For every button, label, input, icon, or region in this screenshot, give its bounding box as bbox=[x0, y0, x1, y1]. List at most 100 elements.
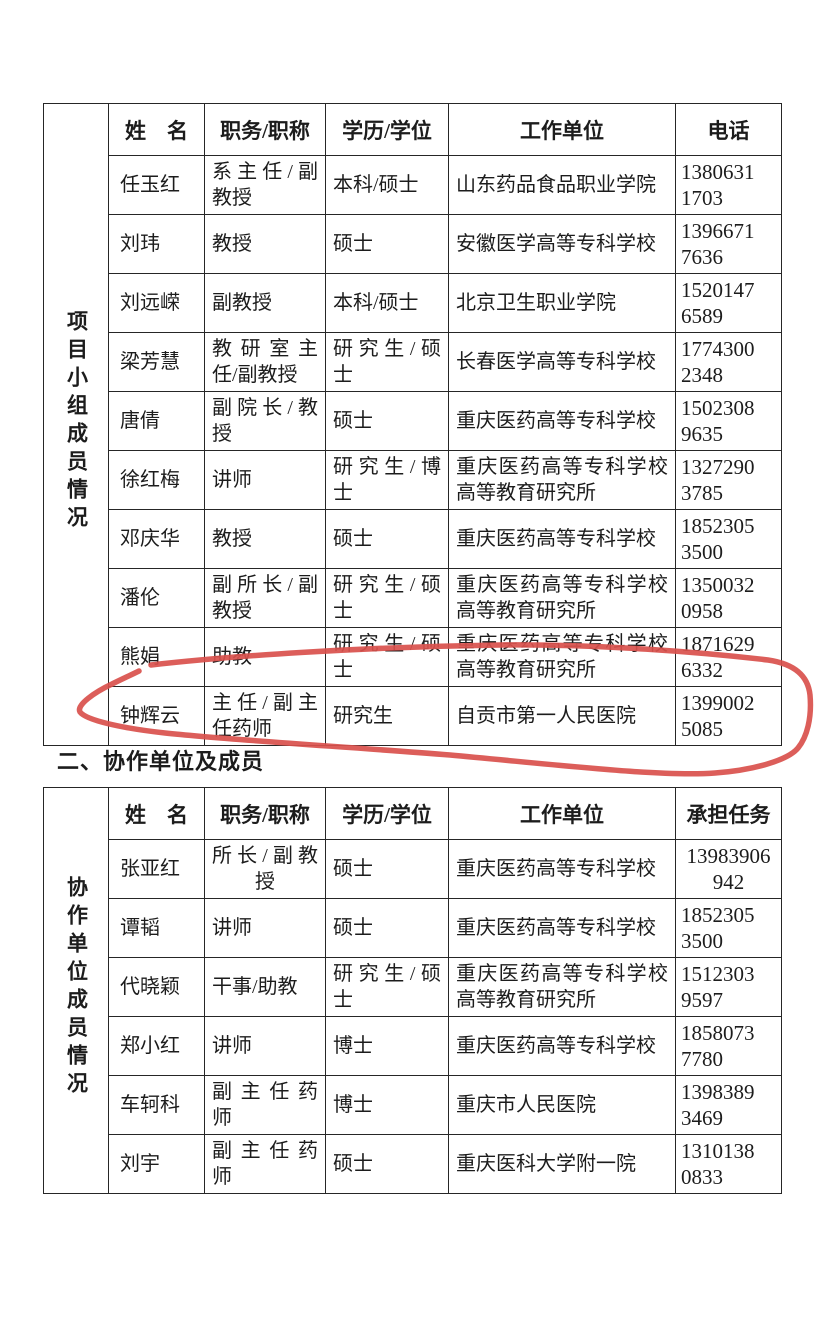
project-team-cell-name: 唐倩 bbox=[108, 391, 205, 451]
project-team-cell-org: 山东药品食品职业学院 bbox=[448, 155, 676, 215]
project-team-cell-line: 助教 bbox=[212, 646, 252, 668]
project-team-cell-line: 研究生/硕 bbox=[333, 338, 441, 360]
project-team-cell-line: 研究生/博 bbox=[333, 456, 441, 478]
side-label-text: 项目小组成员情况 bbox=[64, 310, 89, 534]
project-team-cell-org: 重庆医药高等专科学校 bbox=[448, 391, 676, 451]
project-team-cell-line: 1852305 bbox=[681, 514, 755, 538]
project-team-cell-line: 教授 bbox=[212, 528, 252, 550]
project-team-cell-degree: 硕士 bbox=[325, 391, 449, 451]
project-team-cell-phone: 1350032 0958 bbox=[675, 568, 782, 628]
collaborating-member-row: 车轲科 副主任药师博士 重庆市人民医院 1398389 3469 bbox=[44, 1075, 782, 1135]
project-team-cell-line: 本科/硕士 bbox=[333, 174, 419, 196]
collaborating-member-cell-phone: 13983906 942 bbox=[675, 839, 782, 899]
project-team-cell-line: 1327290 bbox=[681, 455, 755, 479]
collaborating-member-cell-degree: 硕士 bbox=[325, 1134, 449, 1194]
project-team-cell-org: 长春医学高等专科学校 bbox=[448, 332, 676, 392]
project-team-cell-line: 1350032 bbox=[681, 573, 755, 597]
collaborating-member-cell-line: 重庆医药高等专科学校 bbox=[456, 858, 656, 880]
collaborating-member-cell-org: 重庆医药高等专科学校 bbox=[448, 839, 676, 899]
collaborating-member-cell-title: 讲师 bbox=[204, 898, 326, 958]
col-header-org: 工作单位 bbox=[448, 103, 676, 156]
project-team-cell-line: 重庆医药高等专科学校 bbox=[456, 528, 656, 550]
table-header-row: 项目小组成员情况 姓 名 职务/职称 学历/学位 工作单位 电话 bbox=[43, 103, 782, 746]
project-team-cell-name: 刘玮 bbox=[108, 214, 205, 274]
collaborating-member-cell-line: 副主任药 bbox=[212, 1081, 318, 1103]
collaborating-member-cell-line: 9597 bbox=[681, 988, 723, 1012]
col-header-degree: 学历/学位 bbox=[325, 103, 449, 156]
project-team-cell-line: 邓庆华 bbox=[120, 528, 180, 550]
project-team-cell-line: 硕士 bbox=[333, 528, 373, 550]
project-team-row: 梁芳慧 教研室主 任/副教授 研究生/硕士长春医学高等专科学校 1774300 2348 bbox=[44, 332, 782, 392]
project-team-cell-title: 助教 bbox=[204, 627, 326, 687]
project-team-cell-line: 高等教育研究所 bbox=[456, 659, 596, 681]
collaborating-member-cell-phone: 1512303 9597 bbox=[675, 957, 782, 1017]
collaborating-member-cell-line: 博士 bbox=[333, 1094, 373, 1116]
collaborating-member-cell-line: 1852305 bbox=[681, 903, 755, 927]
project-team-cell-name: 钟辉云 bbox=[108, 686, 205, 746]
project-team-cell-line: 高等教育研究所 bbox=[456, 600, 596, 622]
col-header-task: 承担任务 bbox=[675, 787, 782, 840]
project-team-cell-phone: 1871629 6332 bbox=[675, 627, 782, 687]
project-team-cell-title: 讲师 bbox=[204, 450, 326, 510]
collaborating-member-cell-phone: 1310138 0833 bbox=[675, 1134, 782, 1194]
collaborating-member-cell-phone: 1852305 3500 bbox=[675, 898, 782, 958]
project-team-row: 徐红梅 讲师 研究生/博士重庆医药高等专科学校 高等教育研究所 1327290 3785 bbox=[44, 450, 782, 510]
collaborating-member-cell-line: 重庆医药高等专科学校 bbox=[456, 963, 668, 985]
project-team-cell-line: 1396671 bbox=[681, 219, 755, 243]
project-team-cell-line: 1774300 bbox=[681, 337, 755, 361]
project-team-cell-line: 教授 bbox=[212, 600, 252, 622]
collaborating-members-table: 协作单位成员情况 姓 名 职务/职称 学历/学位 工作单位 承担任务 张亚红 所长… bbox=[43, 787, 782, 1194]
project-team-cell-org: 安徽医学高等专科学校 bbox=[448, 214, 676, 274]
collaborating-member-cell-line: 硕士 bbox=[333, 1153, 373, 1175]
project-team-cell-line: 研究生 bbox=[333, 705, 393, 727]
project-team-cell-line: 研究生/硕 bbox=[333, 574, 441, 596]
collaborating-member-cell-line: 张亚红 bbox=[120, 858, 180, 880]
project-team-cell-line: 重庆医药高等专科学校 bbox=[456, 574, 668, 596]
project-team-cell-line: 1380631 bbox=[681, 160, 755, 184]
collaborating-member-cell-line: 讲师 bbox=[212, 1035, 252, 1057]
collaborating-member-cell-line: 讲师 bbox=[212, 917, 252, 939]
collaborating-member-cell-org: 重庆市人民医院 bbox=[448, 1075, 676, 1135]
project-team-cell-line: 6589 bbox=[681, 304, 723, 328]
project-team-cell-name: 徐红梅 bbox=[108, 450, 205, 510]
collaborating-member-cell-title: 干事/助教 bbox=[204, 957, 326, 1017]
collaborating-member-cell-line: 3500 bbox=[681, 929, 723, 953]
project-team-cell-line: 唐倩 bbox=[120, 410, 160, 432]
collaborating-member-cell-line: 0833 bbox=[681, 1165, 723, 1189]
project-team-cell-title: 副所长/副教授 bbox=[204, 568, 326, 628]
project-team-cell-line: 副所长/副 bbox=[212, 574, 318, 596]
project-team-cell-line: 研究生/硕 bbox=[333, 633, 441, 655]
project-team-cell-line: 士 bbox=[333, 482, 353, 504]
collaborating-member-cell-line: 郑小红 bbox=[120, 1035, 180, 1057]
collaborating-member-cell-title: 讲师 bbox=[204, 1016, 326, 1076]
project-team-cell-line: 9635 bbox=[681, 422, 723, 446]
side-label-project-team: 项目小组成员情况 bbox=[43, 103, 109, 746]
project-team-cell-line: 教授 bbox=[212, 233, 252, 255]
side-label-collaborating-members: 协作单位成员情况 bbox=[43, 787, 109, 1194]
collaborating-member-cell-line: 干事/助教 bbox=[212, 976, 298, 998]
project-team-cell-line: 刘玮 bbox=[120, 233, 160, 255]
collaborating-member-cell-line: 刘宇 bbox=[120, 1153, 160, 1175]
project-team-row: 邓庆华 教授 硕士 重庆医药高等专科学校 1852305 3500 bbox=[44, 509, 782, 569]
project-team-cell-name: 刘远嵘 bbox=[108, 273, 205, 333]
collaborating-member-cell-line: 士 bbox=[333, 989, 353, 1011]
collaborating-member-cell-line: 所长/副教 bbox=[212, 845, 318, 867]
project-team-cell-name: 梁芳慧 bbox=[108, 332, 205, 392]
project-team-cell-line: 副教授 bbox=[212, 292, 272, 314]
collaborating-member-cell-phone: 1858073 7780 bbox=[675, 1016, 782, 1076]
project-team-cell-phone: 1774300 2348 bbox=[675, 332, 782, 392]
project-team-cell-line: 自贡市第一人民医院 bbox=[456, 705, 636, 727]
project-team-cell-phone: 1396671 7636 bbox=[675, 214, 782, 274]
collaborating-member-row: 郑小红 讲师 博士 重庆医药高等专科学校 1858073 7780 bbox=[44, 1016, 782, 1076]
collaborating-member-cell-line: 研究生/硕 bbox=[333, 963, 441, 985]
project-team-cell-line: 安徽医学高等专科学校 bbox=[456, 233, 656, 255]
project-team-cell-line: 6332 bbox=[681, 658, 723, 682]
project-team-cell-title: 系主任/副 教授 bbox=[204, 155, 326, 215]
project-team-cell-line: 熊娟 bbox=[120, 646, 160, 668]
project-team-cell-line: 硕士 bbox=[333, 233, 373, 255]
project-team-cell-line: 2348 bbox=[681, 363, 723, 387]
project-team-cell-title: 副院长/教授 bbox=[204, 391, 326, 451]
project-team-cell-line: 1871629 bbox=[681, 632, 755, 656]
project-team-cell-line: 硕士 bbox=[333, 410, 373, 432]
